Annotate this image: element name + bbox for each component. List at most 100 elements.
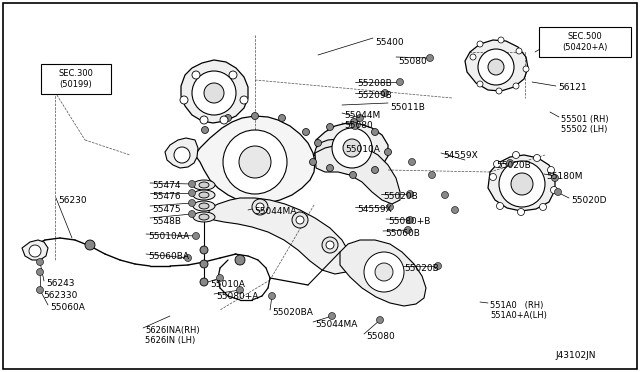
Text: 562330: 562330 — [43, 291, 77, 300]
Text: 55475: 55475 — [152, 205, 180, 214]
Circle shape — [292, 212, 308, 228]
Circle shape — [237, 286, 243, 294]
Circle shape — [189, 199, 195, 206]
Circle shape — [387, 203, 394, 211]
Polygon shape — [208, 198, 352, 274]
Ellipse shape — [193, 180, 215, 190]
Circle shape — [326, 241, 334, 249]
Circle shape — [488, 59, 504, 75]
Polygon shape — [22, 240, 48, 260]
Text: 55080+A: 55080+A — [216, 292, 259, 301]
Text: 55180M: 55180M — [546, 172, 582, 181]
Circle shape — [506, 160, 513, 167]
Circle shape — [429, 171, 435, 179]
Circle shape — [256, 203, 264, 211]
Circle shape — [192, 71, 200, 79]
Polygon shape — [340, 240, 426, 306]
Circle shape — [477, 41, 483, 47]
Circle shape — [408, 158, 415, 166]
Text: 55474: 55474 — [152, 181, 180, 190]
Circle shape — [397, 78, 403, 86]
Text: 5548B: 5548B — [152, 217, 181, 226]
Text: 55208B: 55208B — [357, 79, 392, 88]
Circle shape — [252, 199, 268, 215]
Text: 55044M: 55044M — [344, 111, 380, 120]
Circle shape — [225, 115, 232, 122]
Circle shape — [523, 66, 529, 72]
Ellipse shape — [193, 201, 215, 211]
Text: 55060BA: 55060BA — [148, 252, 189, 261]
Text: 55501 (RH)
55502 (LH): 55501 (RH) 55502 (LH) — [561, 115, 609, 134]
Circle shape — [322, 237, 338, 253]
Polygon shape — [181, 60, 248, 123]
Text: 55476: 55476 — [152, 192, 180, 201]
Text: 55044MA: 55044MA — [315, 320, 357, 329]
Circle shape — [229, 71, 237, 79]
Circle shape — [351, 119, 358, 125]
Circle shape — [516, 48, 522, 54]
Text: SEC.300
(50199): SEC.300 (50199) — [59, 69, 93, 89]
Circle shape — [220, 116, 228, 124]
Circle shape — [189, 211, 195, 218]
Circle shape — [189, 189, 195, 196]
Circle shape — [200, 260, 208, 268]
Circle shape — [240, 96, 248, 104]
Circle shape — [513, 83, 519, 89]
Circle shape — [202, 126, 209, 134]
Polygon shape — [315, 145, 400, 204]
Circle shape — [36, 259, 44, 266]
Circle shape — [547, 167, 554, 173]
Circle shape — [375, 263, 393, 281]
Text: 55209B: 55209B — [357, 91, 392, 100]
Circle shape — [470, 54, 476, 60]
Circle shape — [326, 164, 333, 171]
Circle shape — [513, 151, 520, 158]
Circle shape — [189, 180, 195, 187]
Text: 55010A: 55010A — [345, 145, 380, 154]
Text: 55020B: 55020B — [383, 192, 418, 201]
Circle shape — [496, 88, 502, 94]
Circle shape — [29, 245, 41, 257]
Circle shape — [499, 161, 545, 207]
Polygon shape — [465, 40, 528, 91]
Circle shape — [223, 130, 287, 194]
Circle shape — [184, 254, 191, 262]
Circle shape — [278, 115, 285, 122]
Text: 55020BA: 55020BA — [272, 308, 313, 317]
Circle shape — [296, 216, 304, 224]
Circle shape — [534, 154, 541, 161]
Text: 55010A: 55010A — [210, 280, 245, 289]
Polygon shape — [316, 123, 388, 175]
Circle shape — [332, 128, 372, 168]
Circle shape — [364, 252, 404, 292]
Text: J43102JN: J43102JN — [555, 351, 595, 360]
Circle shape — [200, 246, 208, 254]
Text: 55044MA: 55044MA — [254, 207, 296, 216]
Circle shape — [349, 171, 356, 179]
Circle shape — [192, 71, 236, 115]
Text: 5626INA(RH)
5626IN (LH): 5626INA(RH) 5626IN (LH) — [145, 326, 200, 345]
FancyBboxPatch shape — [41, 64, 111, 94]
Circle shape — [511, 173, 533, 195]
Text: 55080: 55080 — [344, 121, 372, 130]
Circle shape — [328, 312, 335, 320]
Ellipse shape — [199, 192, 209, 198]
Text: 55010AA: 55010AA — [148, 232, 189, 241]
Circle shape — [490, 173, 497, 180]
Circle shape — [314, 140, 321, 147]
Circle shape — [36, 269, 44, 276]
Text: 55011B: 55011B — [390, 103, 425, 112]
Circle shape — [310, 158, 317, 166]
Circle shape — [426, 55, 433, 61]
Text: 54559X: 54559X — [357, 205, 392, 214]
Ellipse shape — [199, 214, 209, 220]
Circle shape — [239, 146, 271, 178]
Ellipse shape — [193, 212, 215, 222]
Circle shape — [493, 160, 500, 167]
Circle shape — [404, 227, 412, 234]
Circle shape — [451, 206, 458, 214]
Circle shape — [381, 90, 388, 96]
Polygon shape — [488, 155, 555, 211]
Circle shape — [85, 240, 95, 250]
Text: 55020B: 55020B — [496, 161, 531, 170]
